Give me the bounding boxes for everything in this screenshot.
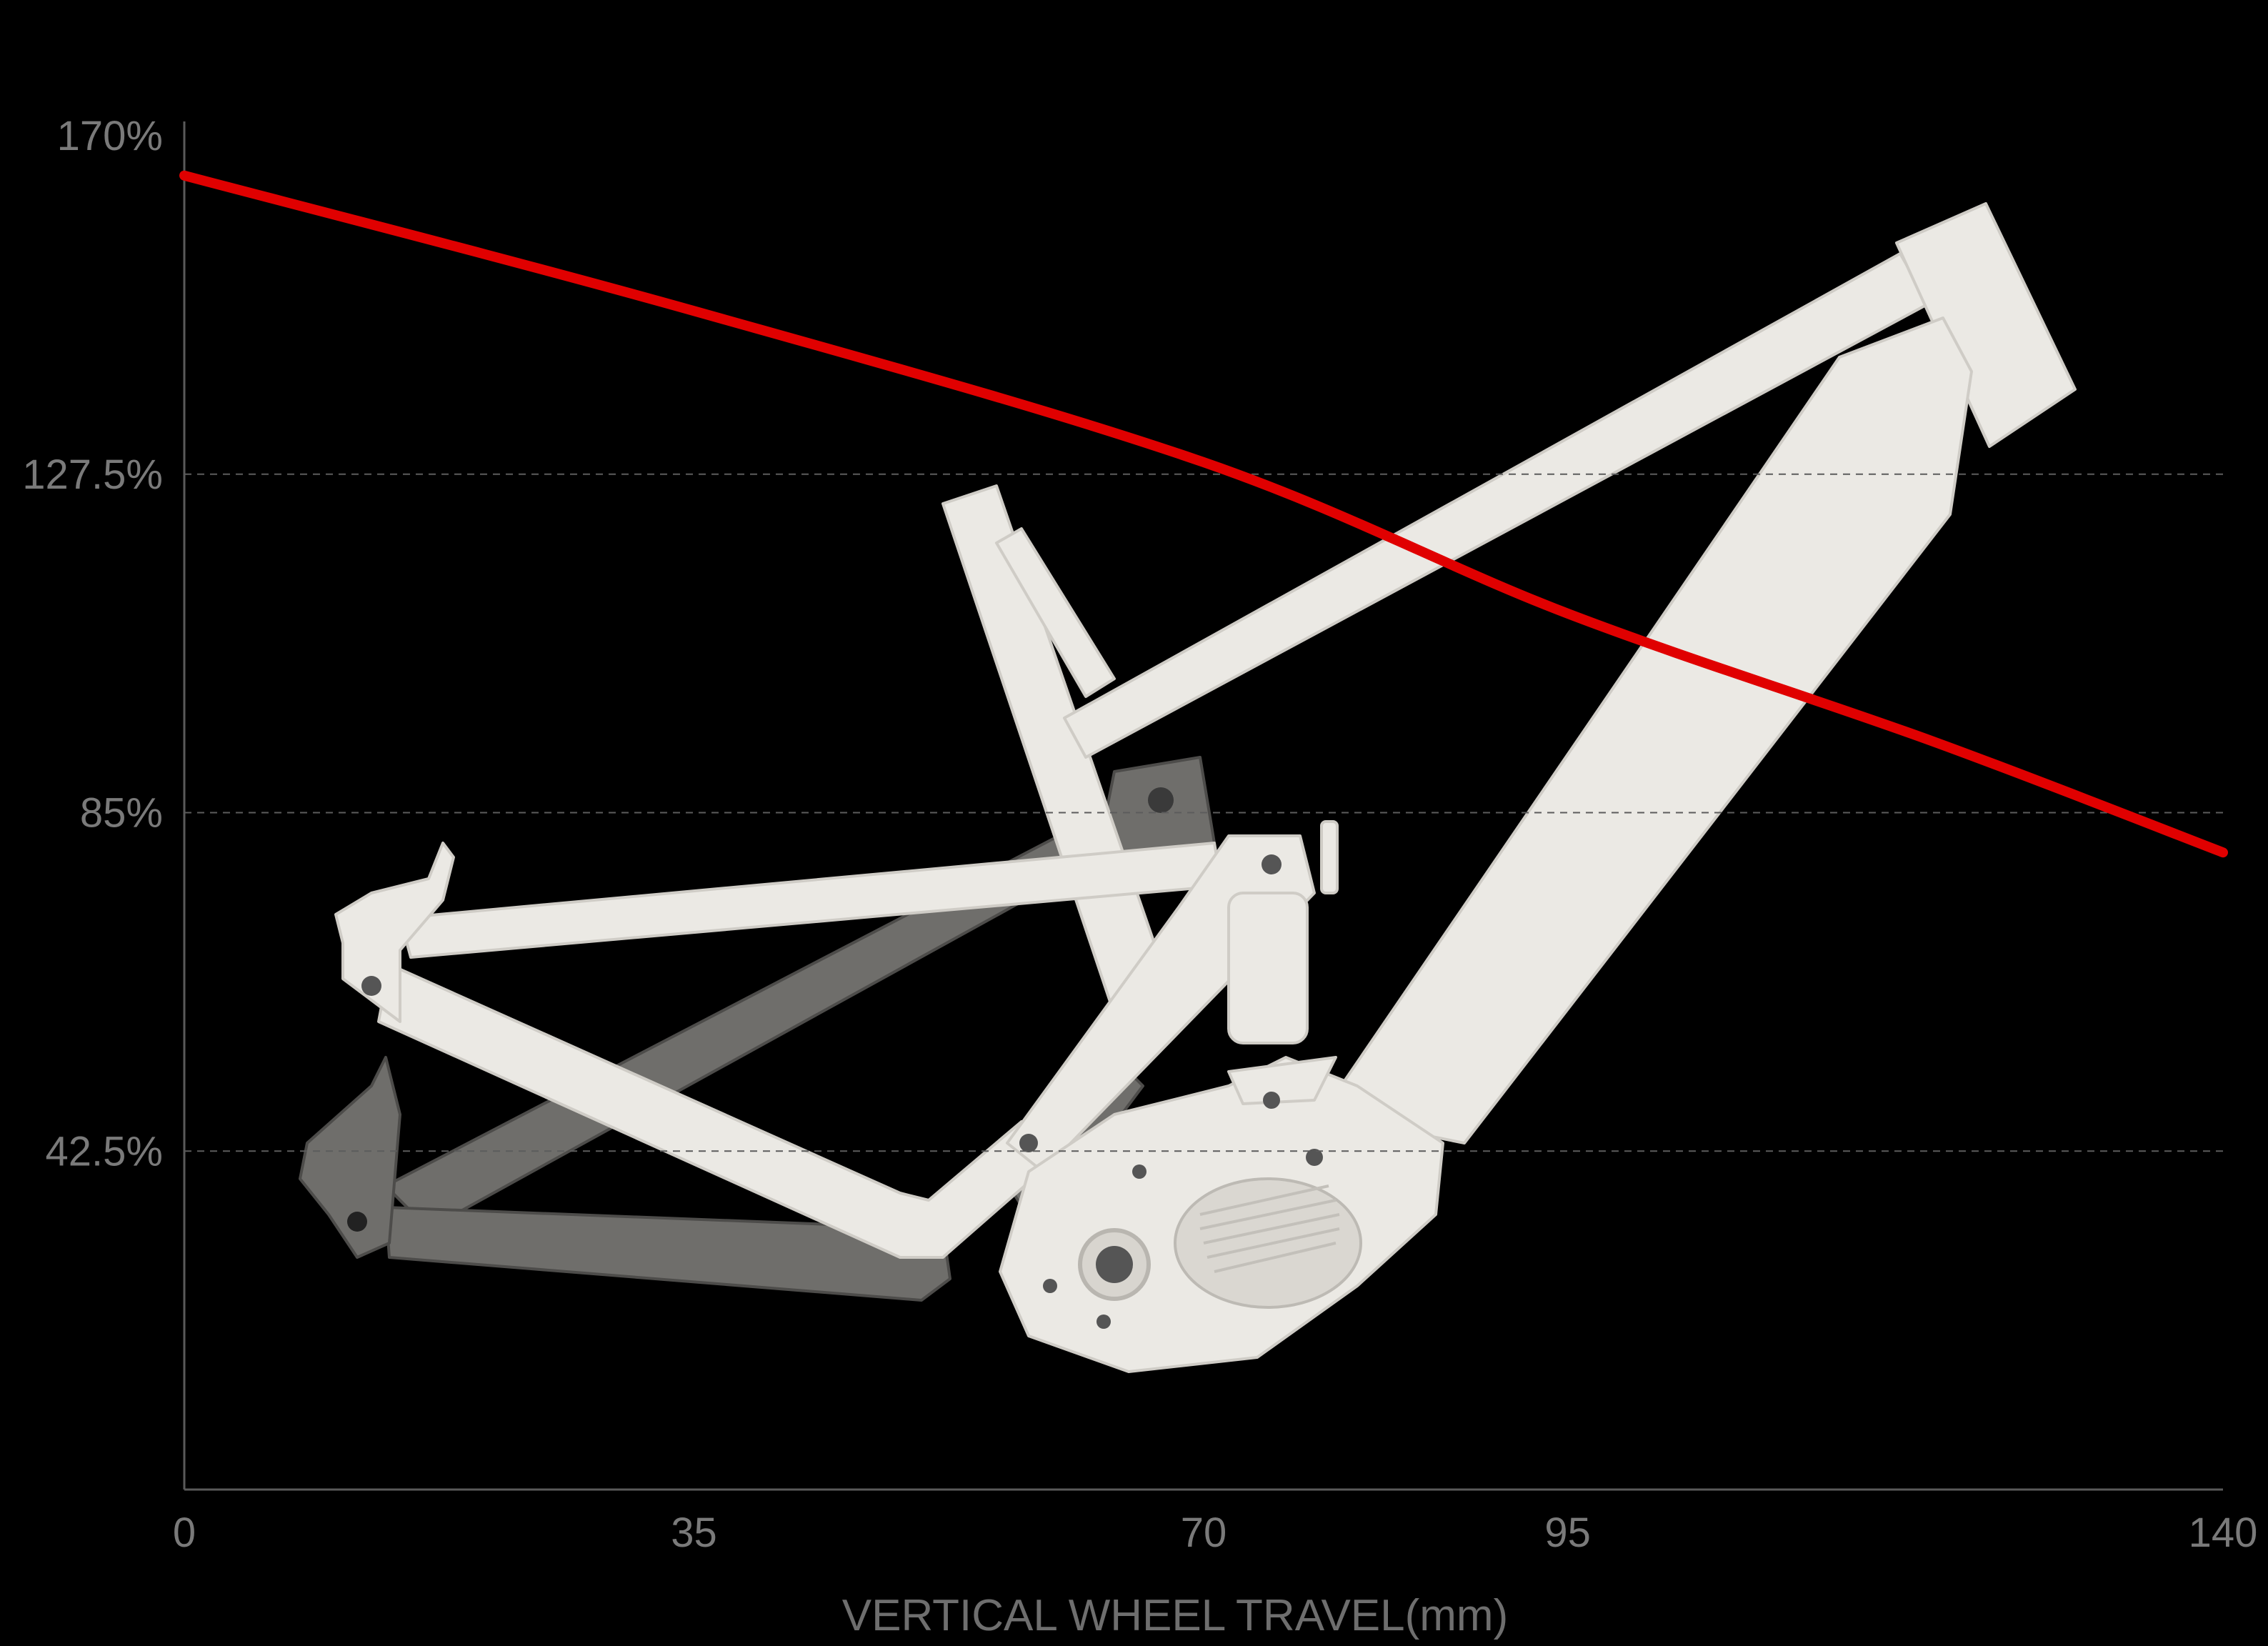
y-tick-label: 170% [57,113,163,159]
x-axis-label: VERTICAL WHEEL TRAVEL(mm) [842,1591,1508,1640]
x-tick-label: 95 [1544,1510,1591,1556]
x-tick-label: 0 [173,1510,196,1556]
x-tick-labels: 0 35 70 95 140 [173,1510,2258,1556]
x-tick-label: 70 [1181,1510,1227,1556]
x-tick-label: 140 [2189,1510,2258,1556]
y-tick-label: 42.5% [46,1128,163,1174]
series-line [179,170,2228,858]
axes [183,121,2223,1491]
x-tick-label: 35 [671,1510,717,1556]
y-tick-label: 85% [80,790,163,837]
bike-frame-illustration [299,202,2077,1373]
series-layer [179,170,2228,858]
y-tick-labels: 42.5% 85% 127.5% 170% [22,113,163,1174]
y-tick-label: 127.5% [22,452,163,498]
grid-lines [184,473,2223,1152]
